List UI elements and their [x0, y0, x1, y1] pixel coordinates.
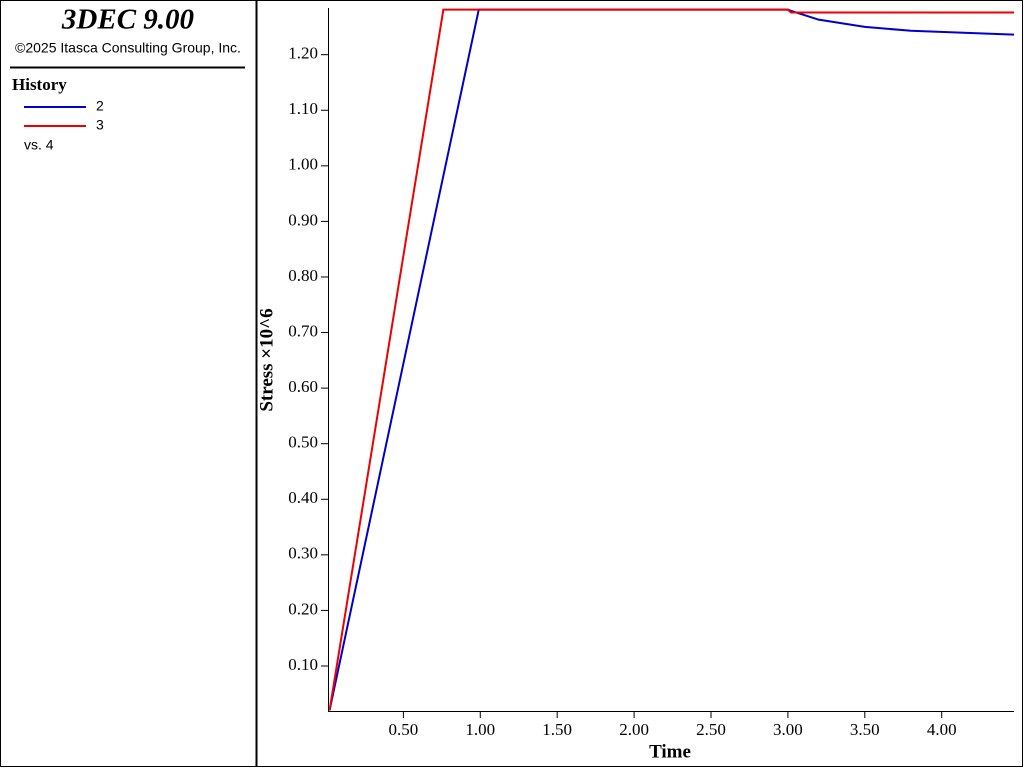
series-line	[328, 8, 1014, 711]
y-tick-label: 1.00	[288, 155, 318, 174]
y-tick-label: 0.40	[288, 488, 318, 507]
x-tick-label: 1.50	[542, 720, 572, 739]
y-tick-label: 0.50	[288, 433, 318, 452]
legend-label: 2	[96, 98, 104, 114]
x-axis-label: Time	[649, 741, 691, 762]
legend-title: History	[12, 75, 67, 94]
x-tick-label: 0.50	[388, 720, 418, 739]
x-series-label: vs. 4	[24, 137, 54, 153]
y-tick-label: 0.60	[288, 377, 318, 396]
x-tick-label: 4.00	[927, 720, 957, 739]
y-tick-label: 0.20	[288, 599, 318, 618]
app-title: 3DEC 9.00	[61, 4, 194, 36]
copyright: ©2025 Itasca Consulting Group, Inc.	[15, 40, 241, 56]
x-tick-label: 2.50	[696, 720, 726, 739]
y-tick-label: 0.10	[288, 655, 318, 674]
y-tick-label: 0.80	[288, 266, 318, 285]
y-tick-label: 0.90	[288, 210, 318, 229]
y-tick-label: 0.30	[288, 544, 318, 563]
y-tick-label: 1.10	[288, 99, 318, 118]
series-line	[328, 8, 1015, 711]
x-tick-label: 1.00	[465, 720, 495, 739]
y-tick-label: 0.70	[288, 321, 318, 340]
legend-label: 3	[96, 117, 104, 133]
y-tick-label: 1.20	[288, 44, 318, 63]
x-tick-label: 2.00	[619, 720, 649, 739]
x-tick-label: 3.00	[773, 720, 803, 739]
y-axis-label: Stress ×10^6	[256, 308, 277, 411]
x-tick-label: 3.50	[850, 720, 880, 739]
